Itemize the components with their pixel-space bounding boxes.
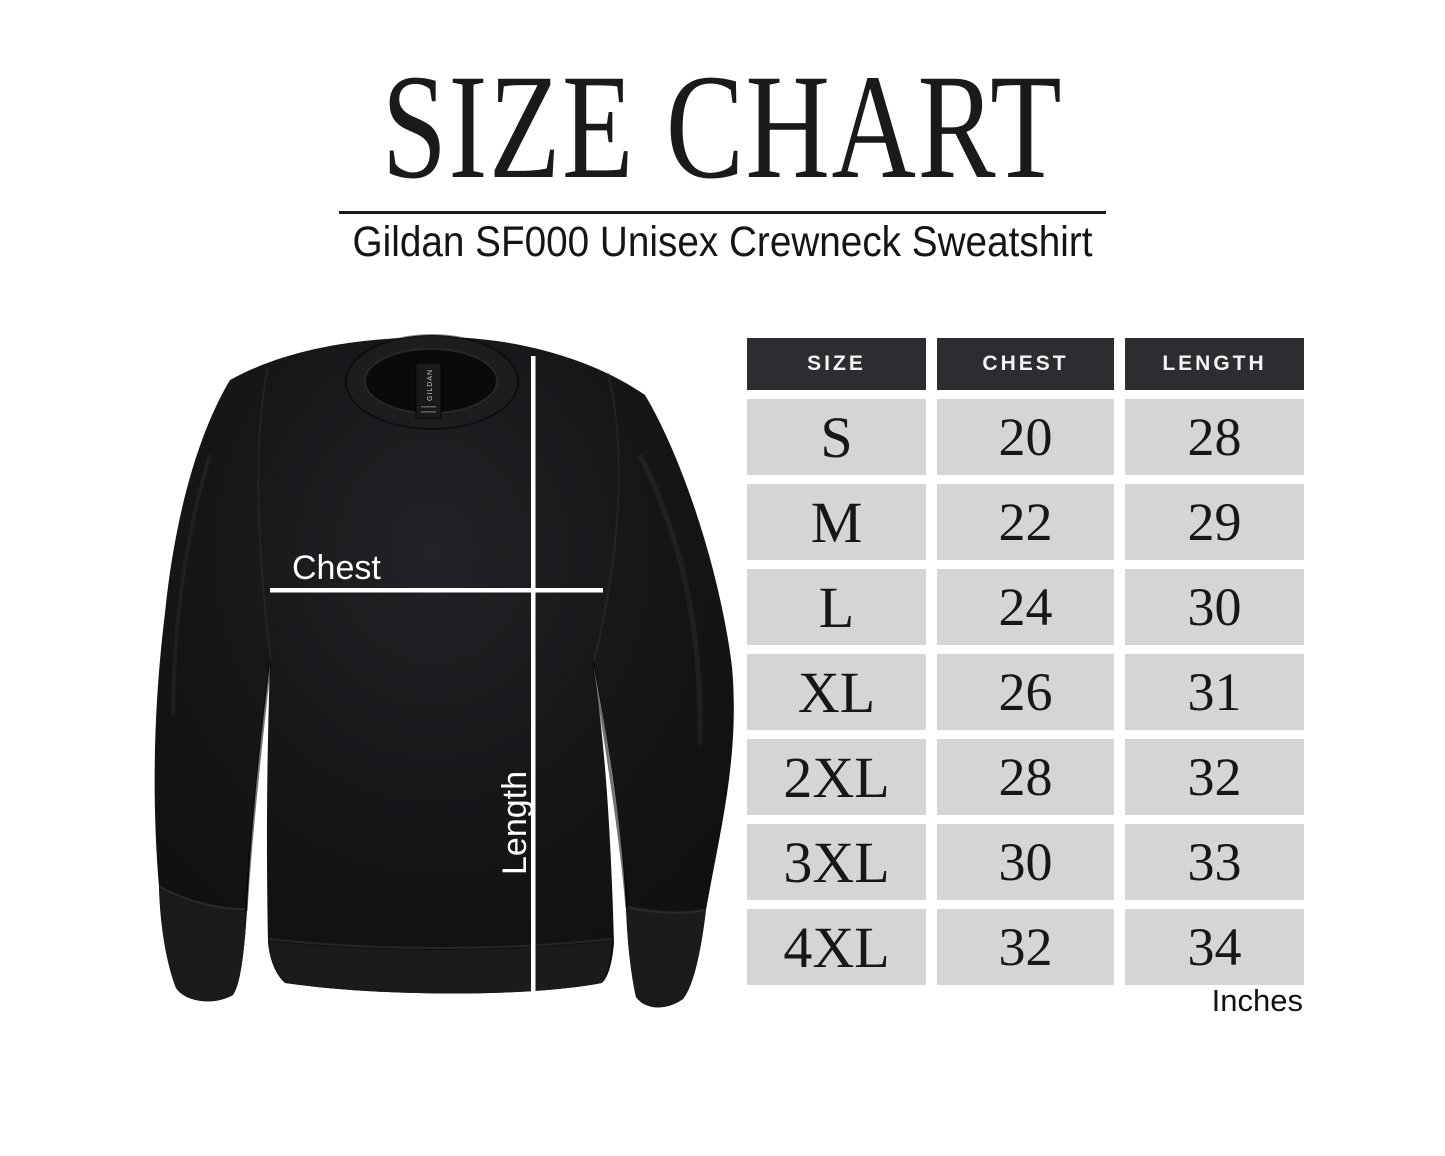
- column-header-length: LENGTH: [1125, 338, 1304, 390]
- sleeve-fold-left: [171, 454, 212, 716]
- cell-size: 3XL: [747, 824, 926, 900]
- shoulder-seam-right: [593, 372, 620, 662]
- neck-tag-brand: GILDAN: [427, 369, 434, 401]
- cell-chest: 26: [937, 654, 1114, 730]
- units-label: Inches: [1211, 983, 1303, 1018]
- crease-left: [244, 662, 272, 912]
- cuff-right: [626, 905, 706, 1008]
- chest-line: [270, 588, 603, 593]
- shoulder-seam-left: [257, 366, 272, 661]
- cuff-left-seam: [159, 886, 247, 911]
- hem-seam: [267, 938, 613, 949]
- sweatshirt-diagram: GILDAN Chest Length: [154, 334, 734, 1008]
- cell-chest: 32: [937, 909, 1114, 985]
- chest-label: Chest: [292, 549, 381, 587]
- column-header-chest: CHEST: [937, 338, 1114, 390]
- neck-tag-size-line: [421, 411, 436, 413]
- cell-size: M: [747, 484, 926, 560]
- cell-length: 30: [1125, 569, 1304, 645]
- cuff-left: [159, 885, 247, 1002]
- page-title: SIZE CHART: [381, 44, 1064, 210]
- cell-length: 32: [1125, 739, 1304, 815]
- cell-size: 2XL: [747, 739, 926, 815]
- size-table: SIZE CHEST LENGTH S 20 28 M 22 29 L 24 3…: [747, 338, 1304, 985]
- sweatshirt-body: [154, 337, 734, 1008]
- cell-length: 33: [1125, 824, 1304, 900]
- cell-size: S: [747, 399, 926, 475]
- neck-tag-care-line: [421, 406, 436, 408]
- cell-chest: 28: [937, 739, 1114, 815]
- cell-chest: 24: [937, 569, 1114, 645]
- cell-length: 31: [1125, 654, 1304, 730]
- cell-size: 4XL: [747, 909, 926, 985]
- neck-tag: [415, 362, 442, 419]
- title-divider: [339, 211, 1106, 214]
- cuff-right-seam: [626, 906, 706, 914]
- cell-length: 28: [1125, 399, 1304, 475]
- page-subtitle: Gildan SF000 Unisex Crewneck Sweatshirt: [352, 218, 1093, 266]
- crease-right: [591, 662, 629, 909]
- hem-band: [268, 941, 612, 994]
- cell-size: L: [747, 569, 926, 645]
- length-label: Length: [496, 771, 534, 875]
- cell-chest: 22: [937, 484, 1114, 560]
- cell-length: 29: [1125, 484, 1304, 560]
- cell-length: 34: [1125, 909, 1304, 985]
- sleeve-fold-right: [637, 453, 703, 746]
- cell-chest: 20: [937, 399, 1114, 475]
- cell-size: XL: [747, 654, 926, 730]
- cell-chest: 30: [937, 824, 1114, 900]
- length-line: [531, 356, 536, 992]
- collar-ring-edge: [345, 334, 519, 430]
- column-header-size: SIZE: [747, 338, 926, 390]
